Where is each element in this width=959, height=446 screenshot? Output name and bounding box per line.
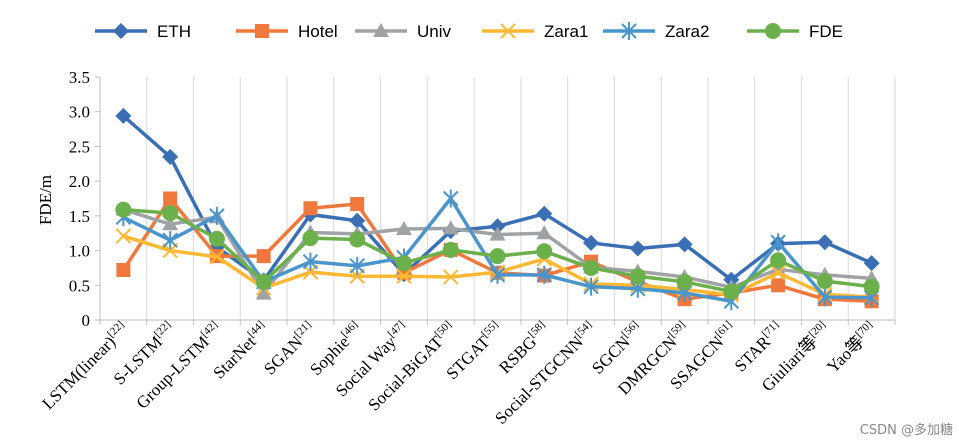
- series-layer: [115, 107, 880, 311]
- y-tick-label: 3.0: [69, 103, 90, 122]
- x-axis-ticks: LSTM(linear)[22]S-LSTM[22]Group-LSTM[42]…: [38, 319, 880, 428]
- data-point: [489, 218, 506, 235]
- data-point: [396, 268, 412, 284]
- data-point-stroke: [770, 265, 786, 281]
- data-point: [816, 234, 833, 251]
- data-point: [116, 263, 131, 278]
- data-point: [443, 269, 459, 285]
- data-point: [162, 216, 179, 231]
- legend-label: Hotel: [298, 22, 338, 41]
- data-point: [162, 231, 178, 250]
- data-point: [816, 273, 833, 290]
- data-point: [621, 22, 637, 40]
- watermark: CSDN @多加糖: [859, 423, 953, 438]
- data-point: [770, 252, 787, 269]
- data-point: [350, 197, 365, 212]
- legend-item: FDE: [747, 22, 843, 41]
- data-point: [583, 259, 600, 276]
- data-point: [373, 23, 389, 37]
- y-tick-label: 2.5: [69, 137, 90, 156]
- data-point: [113, 23, 129, 39]
- data-point: [676, 236, 693, 253]
- data-point: [489, 265, 506, 284]
- data-point: [443, 189, 459, 208]
- axes: [99, 77, 896, 325]
- data-point: [863, 255, 880, 272]
- data-point: [162, 148, 179, 165]
- y-tick-label: 3.5: [69, 68, 90, 87]
- data-point: [723, 283, 740, 300]
- data-point: [255, 24, 269, 38]
- legend-item: Univ: [355, 22, 452, 41]
- data-point: [349, 212, 366, 229]
- y-tick-label: 0: [82, 311, 91, 330]
- y-tick-label: 1.0: [69, 242, 90, 261]
- legend-item: Zara2: [603, 22, 709, 41]
- data-point: [115, 201, 132, 218]
- data-point: [256, 249, 271, 264]
- data-point: [817, 288, 833, 307]
- data-point: [349, 231, 366, 248]
- data-point: [302, 230, 319, 247]
- data-point-stroke: [209, 249, 225, 265]
- data-point: [442, 220, 459, 235]
- legend-label: Zara1: [544, 22, 588, 41]
- legend-label: Zara2: [665, 22, 709, 41]
- data-point: [765, 23, 781, 39]
- data-point: [770, 265, 786, 281]
- y-axis-label: FDE/m: [36, 175, 55, 225]
- data-point: [395, 221, 412, 236]
- data-point: [255, 285, 272, 300]
- data-point: [442, 241, 459, 258]
- data-point-stroke: [443, 269, 459, 285]
- data-point: [163, 191, 178, 206]
- data-point: [115, 228, 132, 244]
- data-point: [583, 277, 599, 296]
- y-axis-ticks: 0 0.5 1.0 1.5 2.0 2.5 3.0 3.5: [69, 68, 100, 330]
- x-tick-label: Yao等[70]: [822, 319, 880, 377]
- data-point: [770, 233, 786, 252]
- data-point: [536, 243, 553, 260]
- legend-label: FDE: [809, 22, 843, 41]
- y-tick-label: 2.0: [69, 172, 90, 191]
- data-point: [302, 252, 319, 271]
- data-point: [489, 248, 506, 265]
- data-point: [676, 273, 693, 290]
- legend-item: ETH: [95, 22, 191, 41]
- data-point-stroke: [115, 228, 132, 244]
- legend-item: Hotel: [236, 22, 338, 41]
- legend-label: Univ: [417, 22, 452, 41]
- legend-label: ETH: [157, 22, 191, 41]
- legend-item: Zara1: [482, 22, 588, 41]
- legend: ETH Hotel Univ Zara1 Zara2 FDE: [95, 22, 843, 41]
- y-tick-label: 0.5: [69, 276, 90, 295]
- y-tick-label: 1.5: [69, 207, 90, 226]
- data-point: [629, 240, 646, 257]
- data-point: [583, 234, 600, 251]
- data-point: [209, 249, 225, 265]
- data-point: [489, 226, 506, 241]
- data-point: [771, 278, 786, 293]
- data-point: [770, 261, 787, 276]
- data-point: [162, 205, 179, 222]
- data-point: [209, 206, 225, 225]
- data-point: [115, 107, 132, 124]
- data-point: [536, 265, 552, 284]
- data-point: [349, 256, 365, 275]
- data-point-stroke: [500, 23, 516, 39]
- data-point: [863, 278, 880, 295]
- data-point: [536, 225, 553, 240]
- data-point: [255, 273, 272, 290]
- data-point: [303, 201, 318, 216]
- data-point: [536, 205, 553, 222]
- data-point: [395, 255, 412, 272]
- data-point-stroke: [396, 268, 412, 284]
- data-point: [208, 230, 225, 247]
- series-fde: [115, 201, 880, 300]
- data-point: [629, 268, 646, 285]
- data-point: [500, 23, 516, 39]
